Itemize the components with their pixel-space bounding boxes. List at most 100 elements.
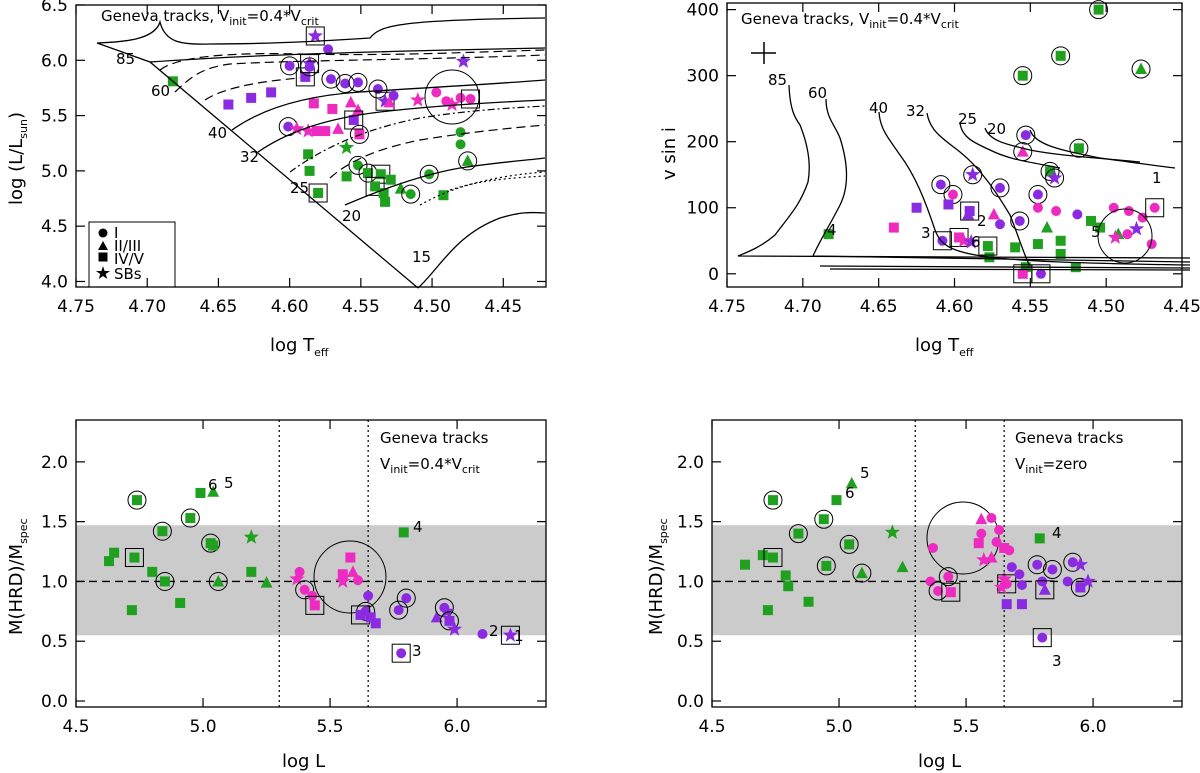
mass-rot-point-box	[124, 548, 144, 568]
mass-norot-point	[740, 559, 751, 570]
vsini-point	[1055, 50, 1066, 61]
mass-rot-point	[477, 629, 488, 640]
vsini-point-ring	[931, 175, 951, 195]
mass-rot-point	[345, 552, 356, 563]
hrd-ytick-label: 6.0	[41, 51, 68, 71]
mass-norot-point	[780, 570, 791, 581]
vsini-point	[1032, 202, 1043, 213]
mass-norot-point	[884, 524, 900, 539]
hrd-ytick-label: 5.0	[41, 162, 68, 182]
mass-rot-ylabel: M(HRD)/Mspec	[6, 518, 30, 635]
hrd-frame	[75, 4, 547, 288]
mass-norot-point	[1047, 564, 1058, 575]
hrd-legend-label-I: I	[114, 224, 118, 242]
mass-norot-point	[973, 538, 984, 549]
mass-norot-point	[855, 566, 868, 579]
mass-rot-xtick-label: 4.5	[62, 717, 89, 737]
mass-norot-point	[999, 542, 1010, 553]
hrd-point	[340, 78, 351, 89]
mass-rot-marks	[104, 485, 520, 663]
vsini-point	[1086, 215, 1096, 226]
hrd-point	[307, 28, 323, 43]
hrd-xtick-label: 4.75	[57, 297, 95, 317]
vsini-point	[1035, 268, 1046, 279]
hrd-point	[353, 77, 363, 88]
hrd-xtick-label: 4.50	[413, 297, 451, 317]
vsini-number-6: 6	[971, 233, 981, 251]
hrd-xtick-label: 4.45	[484, 297, 522, 317]
mass-norot-point	[803, 596, 814, 607]
vsini-xtick-label: 4.60	[936, 297, 974, 317]
hrd-point	[332, 122, 345, 134]
vsini-point	[1017, 70, 1028, 81]
vsini-tracks	[737, 84, 1191, 271]
vsini-point-ring	[1131, 59, 1151, 79]
hrd-point	[284, 60, 295, 71]
hrd-point	[370, 181, 381, 192]
hrd-point-box	[371, 164, 391, 184]
hrd-point	[455, 127, 466, 138]
hrd-point	[323, 44, 334, 55]
vsini-point	[947, 189, 958, 200]
hrd-legend-label-IV-V: IV/V	[114, 250, 145, 268]
vsini-point	[995, 219, 1005, 230]
mass-norot-point-box	[1032, 628, 1052, 648]
vsini-cluster-circle	[1097, 208, 1153, 264]
mass-norot-point-box	[997, 574, 1017, 594]
hrd-xtick-label: 4.65	[199, 297, 237, 317]
mass-rot-point	[126, 605, 137, 616]
mass-norot-point	[945, 587, 956, 598]
vsini-bottom-line-1	[819, 265, 1191, 269]
vsini-point	[911, 202, 922, 213]
vsini-point	[1073, 143, 1084, 154]
hrd-axes: 4.75 4.70 4.65 4.60 4.55 4.50 4.45 4.0 4.5 5.0 5.5…	[41, 0, 546, 317]
mass-rot-point	[307, 590, 318, 601]
hrd-legend-triangle-symbol	[98, 241, 108, 250]
mass-norot-point	[845, 476, 858, 489]
vsini-point	[1149, 202, 1160, 213]
hrd-ylabel: log (L/Lsun)	[6, 112, 30, 205]
vsini-point-ring	[1010, 211, 1030, 231]
vsini-point-ring	[1051, 46, 1071, 66]
vsini-point	[1041, 221, 1054, 233]
mass-rot-point	[309, 600, 320, 611]
mass-norot-point	[996, 571, 1012, 586]
vsini-track-label-32: 32	[906, 102, 925, 120]
vsini-xtick-label: 4.70	[784, 297, 822, 317]
mass-rot-point-ring	[127, 490, 147, 510]
hrd-point	[455, 53, 471, 68]
mass-norot-point	[975, 512, 988, 525]
vsini-point	[1055, 248, 1066, 259]
vsini-number-5: 5	[1091, 223, 1101, 241]
mass-rot-title: Geneva tracks	[380, 429, 489, 447]
mass-norot-point	[1034, 533, 1045, 544]
vsini-track-60	[812, 98, 1191, 263]
mass-norot-point	[1072, 556, 1088, 572]
vsini-ytick-label: 100	[687, 199, 719, 219]
hrd-point	[348, 115, 359, 126]
hrd-point	[341, 171, 352, 182]
mass-norot-point	[933, 586, 944, 597]
vsini-point	[1135, 62, 1148, 75]
mass-norot-point	[896, 560, 909, 573]
vsini-xlabel: log Teff	[915, 335, 974, 359]
mass-norot-point-ring	[814, 509, 834, 529]
mass-norot-point	[976, 551, 992, 567]
hrd-point	[362, 168, 373, 179]
hrd-point	[300, 71, 311, 82]
vsini-ytick-label: 200	[687, 133, 719, 153]
mass-norot-point-box	[941, 582, 961, 602]
mass-norot-xtick-label: 4.5	[698, 717, 725, 737]
mass-rot-point	[185, 513, 196, 524]
vsini-point	[1123, 206, 1134, 217]
mass-norot-point	[943, 571, 954, 582]
mass-norot-point-box	[763, 548, 783, 568]
mass-rot-point	[289, 571, 305, 586]
mass-rot-point	[335, 573, 351, 588]
mass-rot-point-ring	[295, 580, 315, 600]
mass-rot-point	[430, 610, 443, 623]
vsini-point	[995, 182, 1005, 193]
mass-norot-point	[1037, 576, 1048, 587]
hrd-legend-label-II-III: II/III	[114, 237, 141, 255]
